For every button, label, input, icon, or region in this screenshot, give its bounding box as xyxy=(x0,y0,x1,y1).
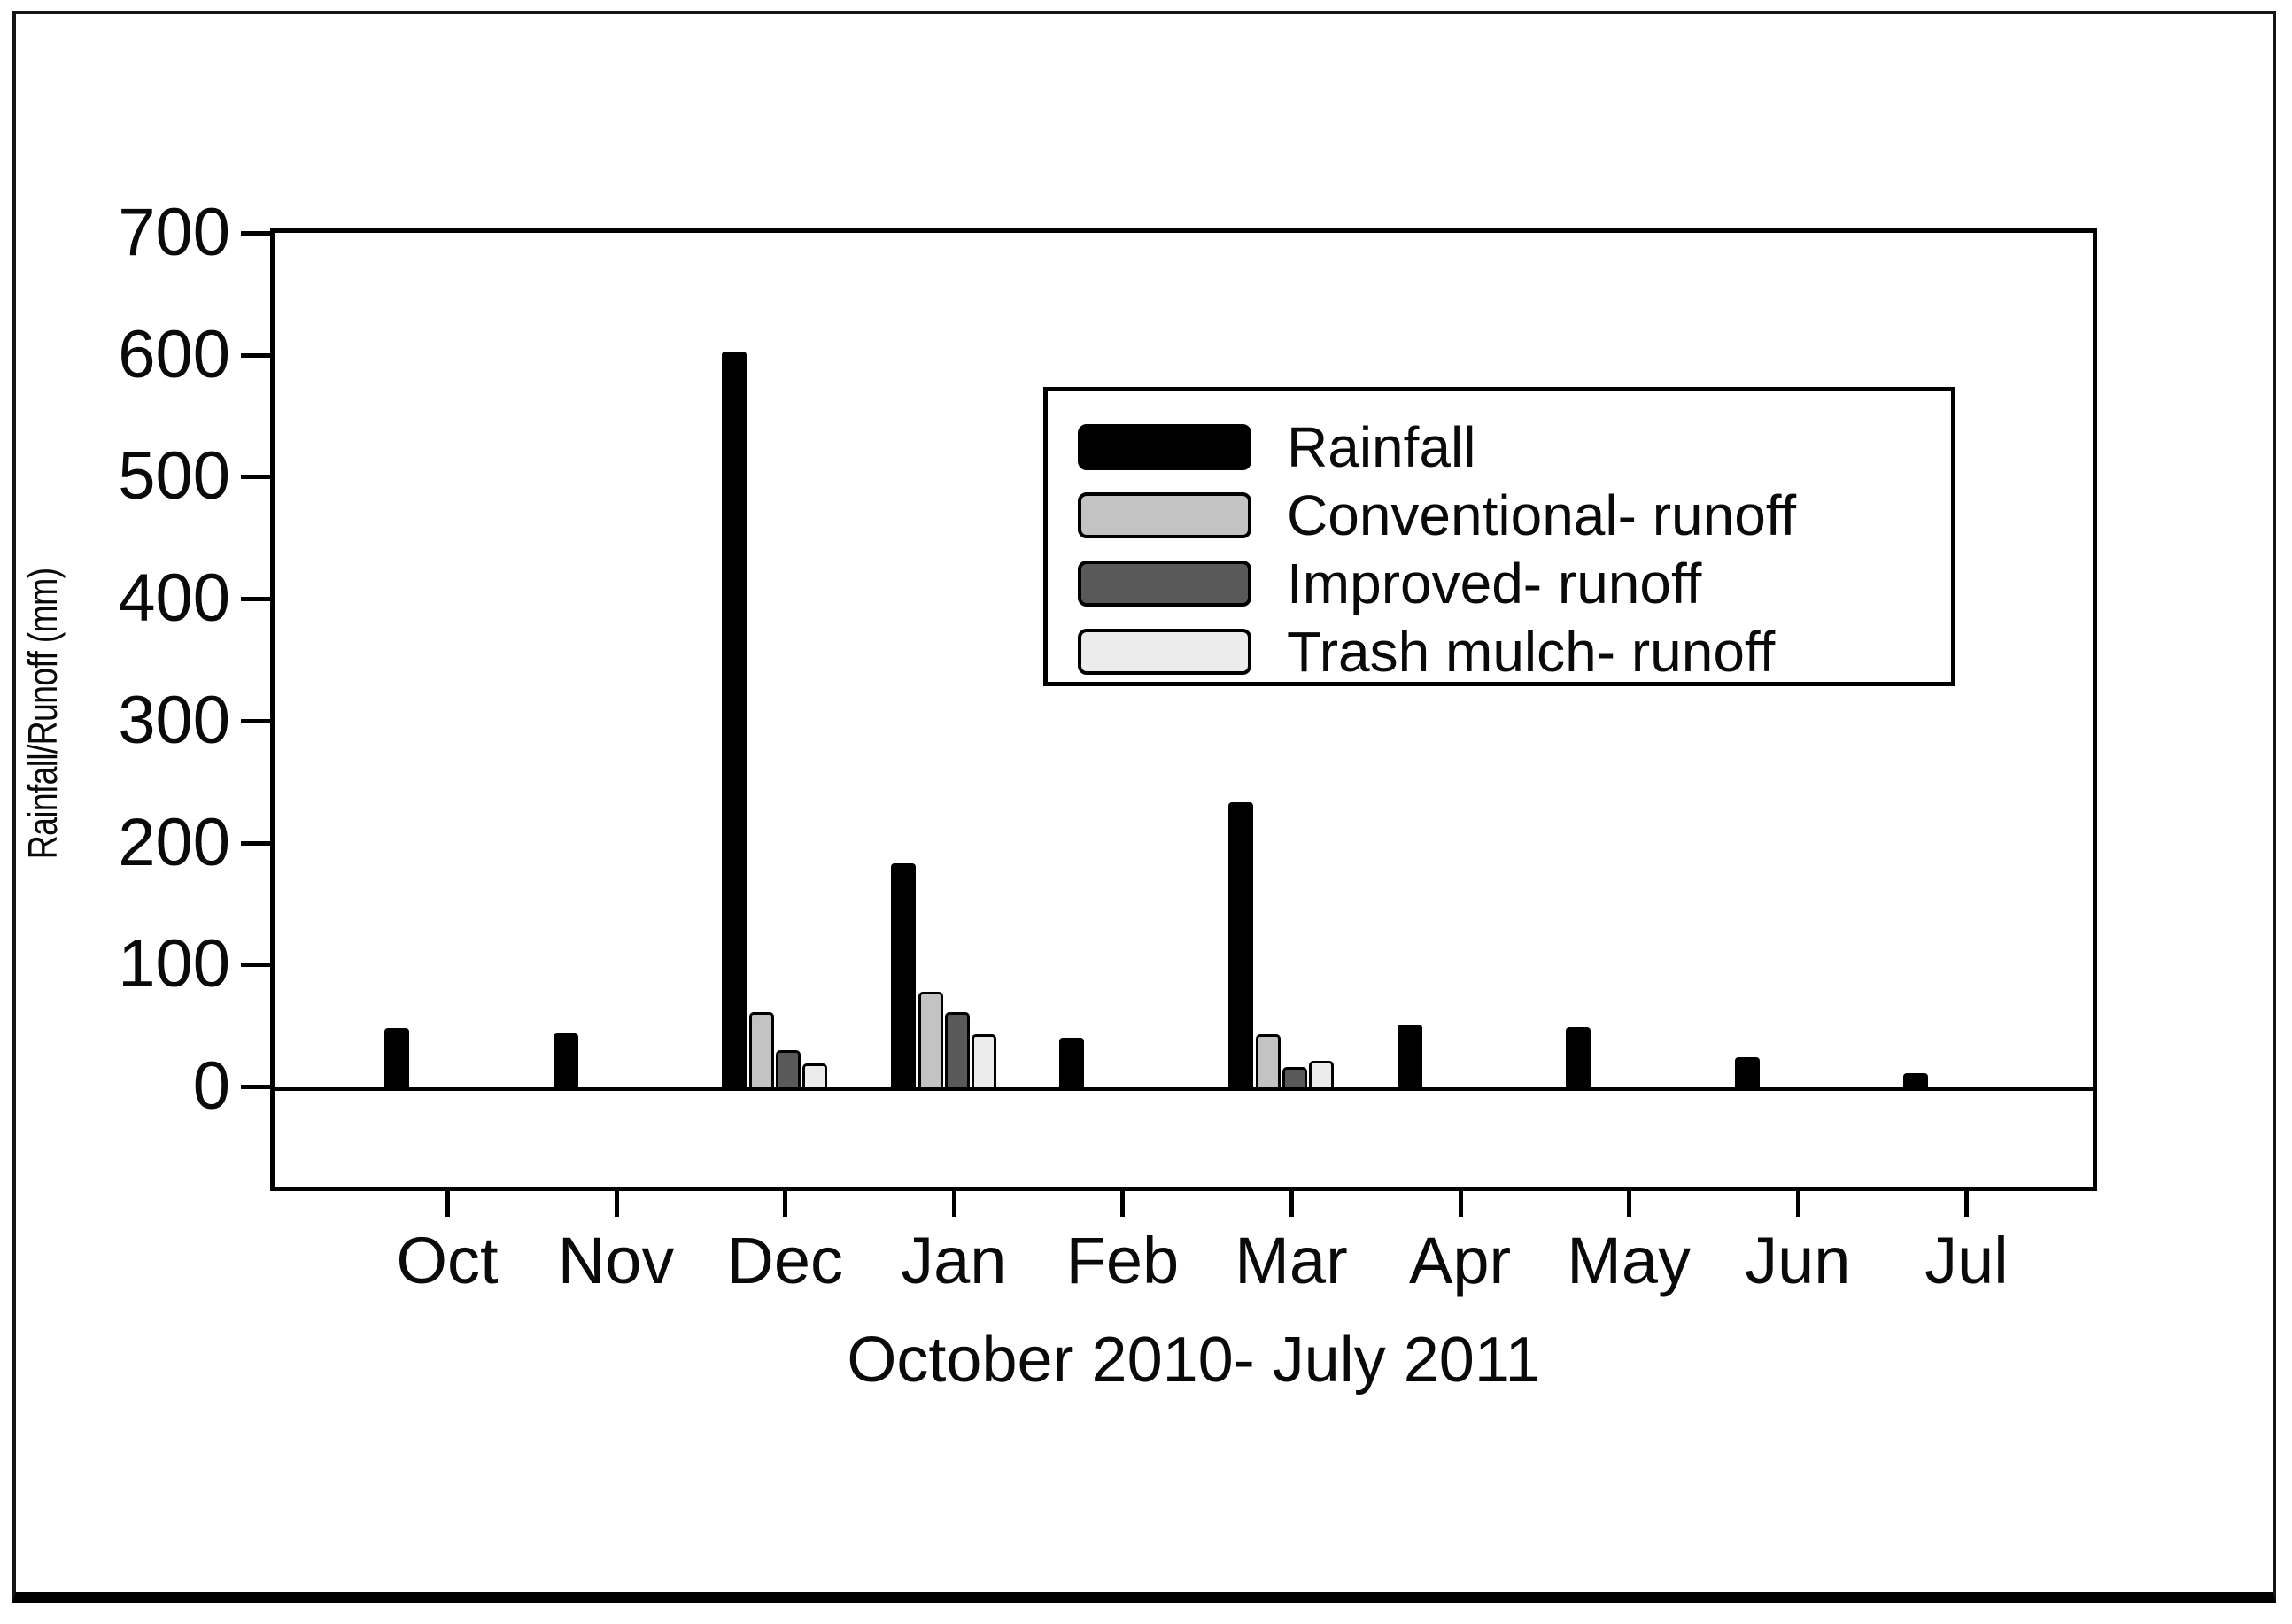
bar-rainfall-dec xyxy=(722,352,747,1089)
y-tick-label-100: 100 xyxy=(118,926,230,1002)
bar-improved-jan xyxy=(945,1012,970,1089)
bar-rainfall-nov xyxy=(554,1033,578,1089)
bar-rainfall-oct xyxy=(384,1028,409,1089)
legend-item-trash: Trash mulch- runoff xyxy=(1078,617,1951,685)
legend-swatch-conventional xyxy=(1078,491,1251,538)
x-tick-nov xyxy=(614,1187,619,1217)
legend-label-rainfall: Rainfall xyxy=(1287,414,1476,479)
y-tick-label-500: 500 xyxy=(118,438,230,514)
x-tick-jan xyxy=(951,1187,956,1217)
x-tick-label-jul: Jul xyxy=(1924,1224,2009,1297)
x-axis-zero-line xyxy=(275,1087,2093,1091)
y-tick-0 xyxy=(241,1085,270,1089)
x-tick-apr xyxy=(1458,1187,1463,1217)
x-tick-feb xyxy=(1120,1187,1126,1217)
legend-label-trash: Trash mulch- runoff xyxy=(1287,619,1776,684)
x-tick-label-mar: Mar xyxy=(1235,1224,1348,1297)
legend-item-conventional: Conventional- runoff xyxy=(1078,481,1951,549)
x-tick-oct xyxy=(445,1187,450,1217)
x-tick-jun xyxy=(1795,1187,1800,1217)
x-tick-label-may: May xyxy=(1567,1224,1692,1297)
y-tick-label-0: 0 xyxy=(192,1048,230,1124)
x-tick-label-jan: Jan xyxy=(901,1224,1007,1297)
y-axis-title: Rainfall/Runoff (mm) xyxy=(19,568,66,860)
x-tick-label-oct: Oct xyxy=(396,1224,499,1297)
bar-rainfall-feb xyxy=(1059,1038,1084,1089)
y-tick-label-400: 400 xyxy=(118,561,230,637)
legend-box: Rainfall Conventional- runoff Improved- ru… xyxy=(1043,387,1955,686)
bar-conventional-mar xyxy=(1256,1034,1281,1089)
bar-rainfall-apr xyxy=(1398,1025,1422,1089)
bar-trash-mar xyxy=(1309,1061,1334,1089)
x-tick-label-dec: Dec xyxy=(726,1224,843,1297)
x-axis-title: October 2010- July 2011 xyxy=(847,1325,1541,1396)
x-tick-dec xyxy=(783,1187,788,1217)
bar-improved-dec xyxy=(776,1050,801,1089)
y-tick-label-600: 600 xyxy=(118,316,230,392)
bar-conventional-jan xyxy=(918,992,943,1089)
y-tick-700 xyxy=(241,231,270,236)
legend-item-rainfall: Rainfall xyxy=(1078,413,1951,481)
x-tick-label-nov: Nov xyxy=(557,1224,675,1297)
y-tick-500 xyxy=(241,475,270,480)
bar-rainfall-jan xyxy=(891,863,916,1089)
y-tick-label-700: 700 xyxy=(118,195,230,270)
legend-label-improved: Improved- runoff xyxy=(1287,551,1702,615)
plot-area: Rainfall Conventional- runoff Improved- ru… xyxy=(118,197,2097,1295)
legend-swatch-trash xyxy=(1078,628,1251,675)
y-tick-200 xyxy=(241,840,270,846)
bar-conventional-dec xyxy=(749,1012,774,1089)
figure-border: Rainfall Conventional- runoff Improved- ru… xyxy=(12,11,2276,1603)
bar-rainfall-jul xyxy=(1903,1073,1928,1089)
legend-item-improved: Improved- runoff xyxy=(1078,549,1951,617)
x-tick-jul xyxy=(1964,1187,1970,1217)
bar-trash-dec xyxy=(802,1063,827,1089)
x-tick-may xyxy=(1627,1187,1632,1217)
bar-rainfall-mar xyxy=(1228,802,1253,1089)
y-tick-100 xyxy=(241,963,270,968)
bar-trash-jan xyxy=(972,1034,996,1089)
legend-label-conventional: Conventional- runoff xyxy=(1287,483,1797,547)
x-tick-mar xyxy=(1289,1187,1294,1217)
y-tick-600 xyxy=(241,352,270,358)
x-tick-label-jun: Jun xyxy=(1745,1224,1851,1297)
legend-swatch-rainfall xyxy=(1078,423,1251,470)
bar-rainfall-may xyxy=(1566,1027,1591,1089)
x-tick-label-apr: Apr xyxy=(1409,1224,1512,1297)
x-tick-label-feb: Feb xyxy=(1065,1224,1180,1297)
y-tick-label-300: 300 xyxy=(118,682,230,758)
legend-swatch-improved xyxy=(1078,560,1251,607)
bar-rainfall-jun xyxy=(1735,1057,1760,1089)
y-tick-400 xyxy=(241,597,270,602)
y-tick-300 xyxy=(241,718,270,723)
y-tick-label-200: 200 xyxy=(118,804,230,880)
